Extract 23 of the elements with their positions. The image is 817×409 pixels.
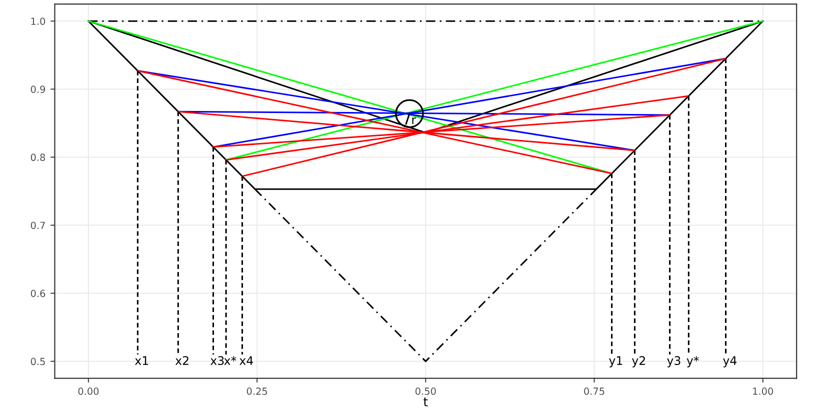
annotation: x* xyxy=(224,356,236,365)
x-tick-label: 1.00 xyxy=(753,388,774,395)
annotation: r xyxy=(412,117,416,124)
annotation: x4 xyxy=(239,356,253,365)
x-tick-label: 0.75 xyxy=(584,388,604,395)
x-axis-title: t xyxy=(424,397,428,406)
annotation: x2 xyxy=(175,356,188,365)
annotation: y3 xyxy=(667,356,680,368)
annotation: y1 xyxy=(609,356,622,368)
y-tick-label: 0.8 xyxy=(30,154,46,162)
y-tick-label: 0.6 xyxy=(30,290,46,298)
x-tick-label: 0.25 xyxy=(246,388,268,395)
annotation: x3 xyxy=(210,356,224,366)
x-tick-label: 0.00 xyxy=(78,388,99,395)
y-tick-label: 1.0 xyxy=(31,18,46,25)
y-tick-label: 0.7 xyxy=(30,222,45,230)
annotation: y* xyxy=(686,356,699,368)
y-tick-label: 0.9 xyxy=(30,86,46,93)
x-tick-label: 0.50 xyxy=(415,388,436,395)
annotation: y4 xyxy=(723,356,737,368)
annotation: x1 xyxy=(134,356,148,365)
y-tick-label: 0.5 xyxy=(30,358,45,366)
annotation: y2 xyxy=(632,356,645,368)
